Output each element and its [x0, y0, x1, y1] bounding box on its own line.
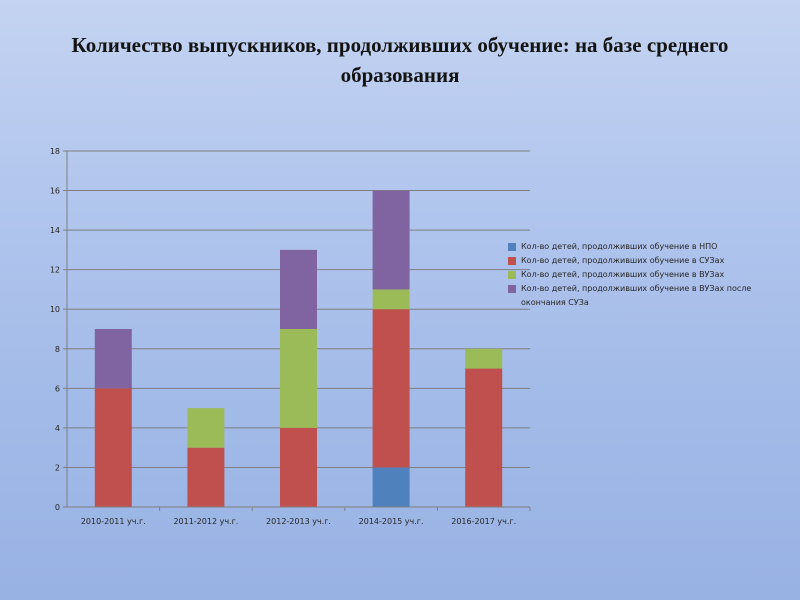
slide-title: Количество выпускников, продолживших обу… [71, 33, 729, 87]
legend-item: Кол-во детей, продолживших обучение в НП… [508, 240, 778, 254]
y-tick-label: 0 [55, 503, 60, 512]
y-tick-label: 8 [55, 345, 60, 354]
bar-segment [372, 289, 410, 310]
legend-swatch [508, 271, 516, 279]
bar-segment [94, 388, 132, 507]
legend-swatch [508, 257, 516, 265]
y-tick-label: 4 [55, 424, 60, 433]
bar-segment [187, 408, 225, 448]
bar-segment [280, 329, 317, 428]
bar-segment [94, 329, 132, 389]
y-tick-label: 2 [55, 463, 60, 472]
chart-legend: Кол-во детей, продолживших обучение в НП… [508, 240, 778, 310]
bar-segment [187, 447, 225, 507]
legend-swatch [508, 243, 516, 251]
bar-segment [372, 309, 410, 468]
legend-label: Кол-во детей, продолживших обучение в СУ… [521, 256, 725, 265]
x-tick-label: 2016-2017 уч.г. [451, 517, 516, 526]
legend-label: Кол-во детей, продолживших обучение в НП… [521, 242, 718, 251]
legend-item: Кол-во детей, продолживших обучение в ВУ… [508, 282, 778, 310]
y-tick-label: 16 [50, 187, 60, 196]
bar-segment [465, 348, 503, 369]
x-tick-label: 2010-2011 уч.г. [81, 517, 146, 526]
bar-segment [372, 467, 410, 507]
legend-label: Кол-во детей, продолживших обучение в ВУ… [521, 270, 725, 279]
legend-item: Кол-во детей, продолживших обучение в СУ… [508, 254, 778, 268]
x-tick-label: 2014-2015 уч.г. [359, 517, 424, 526]
x-tick-label: 2012-2013 уч.г. [266, 517, 331, 526]
x-tick-label: 2011-2012 уч.г. [173, 517, 238, 526]
y-tick-label: 12 [50, 266, 60, 275]
bar-segment [280, 249, 317, 329]
y-tick-label: 6 [55, 384, 60, 393]
y-tick-label: 14 [50, 226, 60, 235]
bar-segment [280, 427, 317, 507]
y-tick-label: 18 [50, 147, 60, 156]
bar-segment [465, 368, 503, 507]
bar-segment [372, 190, 410, 290]
legend-label: Кол-во детей, продолживших обучение в ВУ… [521, 284, 752, 307]
y-tick-label: 10 [50, 305, 60, 314]
legend-item: Кол-во детей, продолживших обучение в ВУ… [508, 268, 778, 282]
legend-swatch [508, 285, 516, 293]
